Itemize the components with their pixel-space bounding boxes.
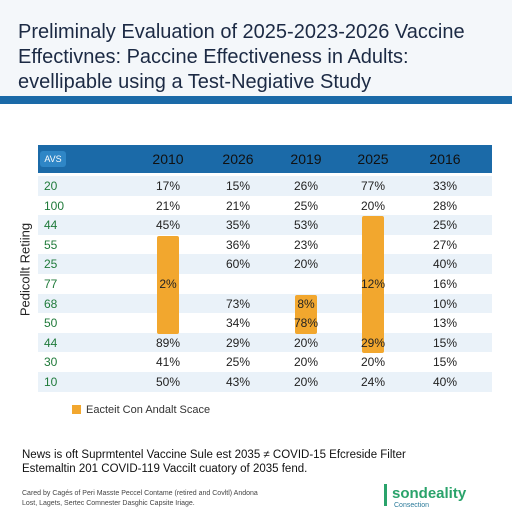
row-label: 50 bbox=[44, 316, 58, 331]
row-label: 77 bbox=[44, 277, 58, 291]
cell-value: 89% bbox=[155, 335, 181, 350]
row-label: 100 bbox=[44, 198, 65, 213]
footnote: News is oft Suprmtentel Vaccine Sule est… bbox=[22, 449, 406, 461]
cell-value: 50% bbox=[155, 375, 181, 389]
cell-value: 45% bbox=[155, 218, 181, 233]
cell-value: 36% bbox=[225, 237, 251, 252]
row-label: 25 bbox=[44, 257, 58, 272]
logo-name: sondeality bbox=[392, 485, 467, 502]
column-header: 2016 bbox=[429, 151, 461, 167]
header-band bbox=[0, 0, 512, 104]
cell-value: 20% bbox=[293, 257, 319, 272]
corner: AVS bbox=[40, 151, 66, 167]
cell-value: 53% bbox=[293, 218, 319, 233]
cell-value: 40% bbox=[432, 257, 458, 272]
cell-value: 29% bbox=[225, 335, 251, 350]
row-band bbox=[38, 176, 492, 196]
row-band bbox=[38, 372, 492, 392]
cell-value: 21% bbox=[155, 198, 181, 213]
title-line: Preliminaly Evaluation of 2025-2023-2026… bbox=[18, 21, 465, 43]
row-label: 44 bbox=[44, 335, 58, 350]
cell-value: 12% bbox=[360, 277, 386, 291]
cell-value: 20% bbox=[360, 198, 386, 213]
cell-value: 25% bbox=[293, 198, 319, 213]
cell-value: 73% bbox=[225, 296, 251, 311]
cell-value: 27% bbox=[432, 237, 458, 252]
legend-label: Eacteit Con Andalt Scace bbox=[86, 404, 211, 416]
row-label: 68 bbox=[44, 296, 58, 311]
column-header: 2025 bbox=[357, 151, 389, 167]
column-header: 2026 bbox=[222, 151, 254, 167]
cell-value: 8% bbox=[297, 296, 315, 311]
cell-value: 17% bbox=[155, 179, 181, 193]
cell-value: 60% bbox=[225, 257, 251, 272]
row-label: 30 bbox=[44, 355, 58, 370]
highlight-bar bbox=[157, 235, 179, 334]
cell-value: 43% bbox=[225, 375, 251, 389]
cell-value: 24% bbox=[360, 375, 386, 389]
cell-value: 16% bbox=[432, 277, 458, 291]
credit: Cared by Cagés of Peri Masste Peccel Con… bbox=[22, 490, 258, 497]
cell-value: 2% bbox=[159, 277, 177, 291]
logo-tagline: Consection bbox=[394, 502, 430, 509]
cell-value: 20% bbox=[293, 375, 319, 389]
cell-value: 15% bbox=[432, 355, 458, 370]
footnote: Estemaltin 201 COVID-119 Vaccilt cuatory… bbox=[22, 463, 308, 475]
cell-value: 34% bbox=[225, 316, 251, 331]
cell-value: 13% bbox=[432, 316, 458, 331]
credit: Lost, Lagets, Sertec Comnester Dasghic C… bbox=[22, 500, 195, 507]
row-label: 20 bbox=[44, 179, 58, 193]
cell-value: 20% bbox=[360, 355, 386, 370]
cell-value: 21% bbox=[225, 198, 251, 213]
cell-value: 26% bbox=[293, 179, 319, 193]
highlight-bar bbox=[362, 216, 384, 354]
cell-value: 78% bbox=[293, 316, 319, 331]
cell-value: 40% bbox=[432, 375, 458, 389]
cell-value: 25% bbox=[432, 218, 458, 233]
cell-value: 20% bbox=[293, 355, 319, 370]
side-label: Pedicollt Retiing bbox=[17, 222, 33, 317]
cell-value: 33% bbox=[432, 179, 458, 193]
logo-mark bbox=[384, 484, 387, 506]
legend-swatch bbox=[72, 405, 81, 414]
cell-value: 77% bbox=[360, 179, 386, 193]
title-line: evellipable using a Test-Negiative Study bbox=[18, 71, 372, 93]
cell-value: 29% bbox=[360, 335, 386, 350]
column-header: 2019 bbox=[290, 151, 322, 167]
cell-value: 10% bbox=[432, 296, 458, 311]
column-header: 2010 bbox=[152, 151, 184, 167]
title: Preliminaly Evaluation of 2025-2023-2026… bbox=[18, 20, 465, 95]
cell-value: 28% bbox=[432, 198, 458, 213]
cell-value: 25% bbox=[225, 355, 251, 370]
row-label: 44 bbox=[44, 218, 58, 233]
row-label: 10 bbox=[44, 375, 58, 389]
cell-value: 20% bbox=[293, 335, 319, 350]
cell-value: 15% bbox=[225, 179, 251, 193]
highlight-bar bbox=[295, 294, 317, 334]
row-label: 55 bbox=[44, 237, 58, 252]
cell-value: 41% bbox=[155, 355, 181, 370]
cell-value: 35% bbox=[225, 218, 251, 233]
cell-value: 23% bbox=[293, 237, 319, 252]
title-line: Effectivnes: Paccine Effectiveness in Ad… bbox=[18, 46, 409, 68]
header-row bbox=[38, 145, 492, 173]
cell-value: 15% bbox=[432, 335, 458, 350]
